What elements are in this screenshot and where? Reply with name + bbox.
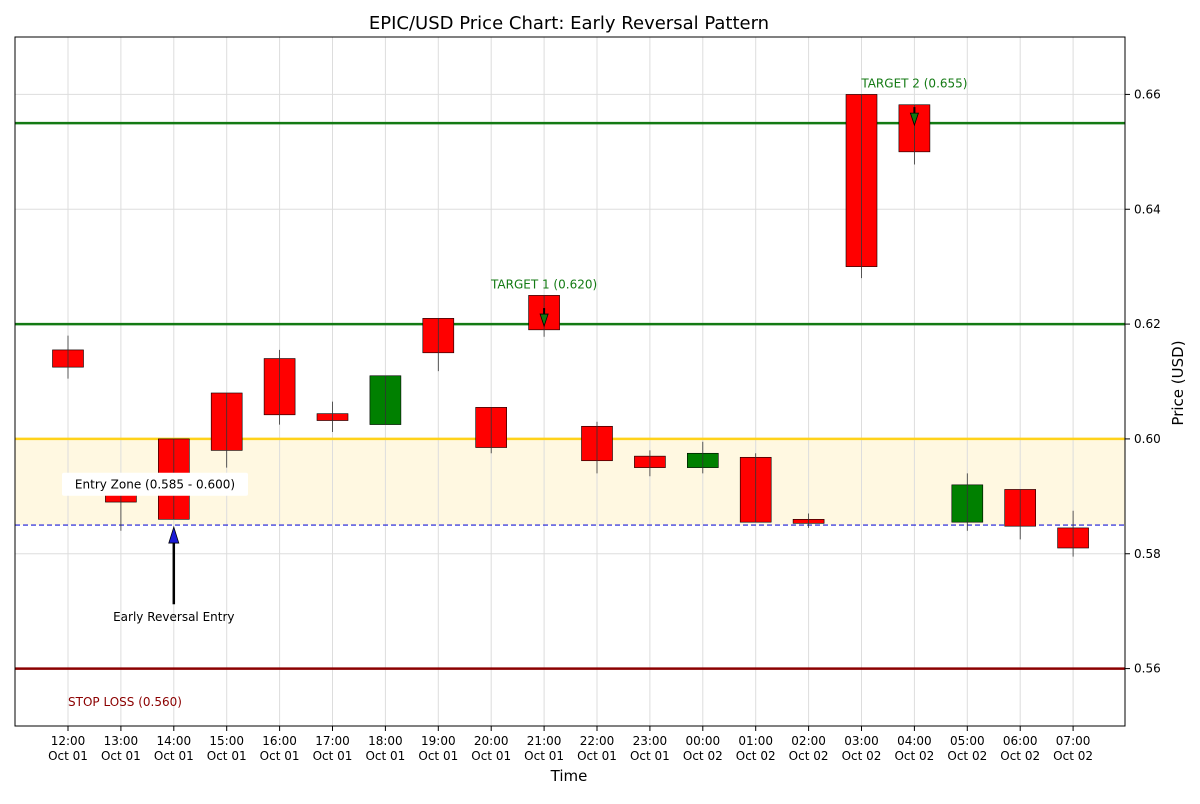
target-2-label: TARGET 2 (0.655) — [860, 77, 967, 91]
chart-title: EPIC/USD Price Chart: Early Reversal Pat… — [369, 13, 769, 34]
y-axis-title: Price (USD) — [1169, 340, 1187, 425]
x-tick-label-time: 16:00 — [262, 734, 297, 748]
x-tick-label-time: 19:00 — [421, 734, 456, 748]
entry-zone-label: Entry Zone (0.585 - 0.600) — [75, 478, 235, 492]
x-tick-label-date: Oct 01 — [524, 749, 564, 763]
x-tick-label-date: Oct 02 — [736, 749, 776, 763]
x-tick-label-time: 18:00 — [368, 734, 403, 748]
x-tick-label-date: Oct 02 — [894, 749, 934, 763]
x-tick-label-time: 17:00 — [315, 734, 350, 748]
x-tick-label-date: Oct 01 — [101, 749, 141, 763]
plot-frame — [14, 36, 1126, 727]
x-tick-label-date: Oct 02 — [1000, 749, 1040, 763]
x-tick-label-time: 15:00 — [209, 734, 244, 748]
x-tick-label-time: 13:00 — [104, 734, 139, 748]
x-tick-label-time: 12:00 — [51, 734, 86, 748]
x-tick-label-date: Oct 01 — [418, 749, 458, 763]
x-tick-label-date: Oct 01 — [313, 749, 353, 763]
target-1-arrow-head — [539, 313, 549, 328]
target-1-label: TARGET 1 (0.620) — [490, 277, 597, 291]
x-tick-label-time: 03:00 — [844, 734, 879, 748]
y-tick-label: 0.58 — [1134, 547, 1161, 561]
x-tick-label-date: Oct 01 — [471, 749, 511, 763]
x-tick-label-date: Oct 02 — [789, 749, 829, 763]
x-tick-label-time: 07:00 — [1056, 734, 1091, 748]
y-tick-label: 0.60 — [1134, 432, 1161, 446]
y-tick-label: 0.66 — [1134, 87, 1161, 101]
x-tick-label-date: Oct 01 — [154, 749, 194, 763]
x-tick-label-time: 14:00 — [157, 734, 192, 748]
x-tick-label-date: Oct 02 — [947, 749, 987, 763]
x-tick-label-time: 01:00 — [738, 734, 773, 748]
x-tick-label-time: 21:00 — [527, 734, 562, 748]
target-2-arrow-head — [909, 112, 919, 127]
entry-arrow-head — [168, 525, 180, 544]
x-tick-label-date: Oct 01 — [365, 749, 405, 763]
y-tick-label: 0.56 — [1134, 662, 1161, 676]
x-tick-label-time: 04:00 — [897, 734, 932, 748]
x-tick-label-time: 23:00 — [633, 734, 668, 748]
entry-annotation-label: Early Reversal Entry — [113, 610, 234, 624]
x-tick-label-date: Oct 01 — [260, 749, 300, 763]
stop-loss-label: STOP LOSS (0.560) — [68, 695, 182, 709]
x-axis-title: Time — [550, 767, 588, 785]
x-tick-label-time: 20:00 — [474, 734, 509, 748]
x-tick-label-date: Oct 02 — [842, 749, 882, 763]
entry-zone-label-box — [62, 472, 248, 496]
x-tick-label-date: Oct 01 — [630, 749, 670, 763]
candles-group — [52, 94, 1089, 557]
x-tick-label-date: Oct 01 — [48, 749, 88, 763]
y-tick-label: 0.62 — [1134, 317, 1161, 331]
x-tick-label-time: 00:00 — [686, 734, 721, 748]
x-tick-label-date: Oct 01 — [577, 749, 617, 763]
x-tick-label-time: 02:00 — [791, 734, 826, 748]
x-tick-label-time: 06:00 — [1003, 734, 1038, 748]
x-tick-label-time: 05:00 — [950, 734, 985, 748]
x-tick-label-date: Oct 01 — [207, 749, 247, 763]
x-tick-label-date: Oct 02 — [683, 749, 723, 763]
y-tick-label: 0.64 — [1134, 202, 1161, 216]
x-tick-label-time: 22:00 — [580, 734, 615, 748]
x-tick-label-date: Oct 02 — [1053, 749, 1093, 763]
